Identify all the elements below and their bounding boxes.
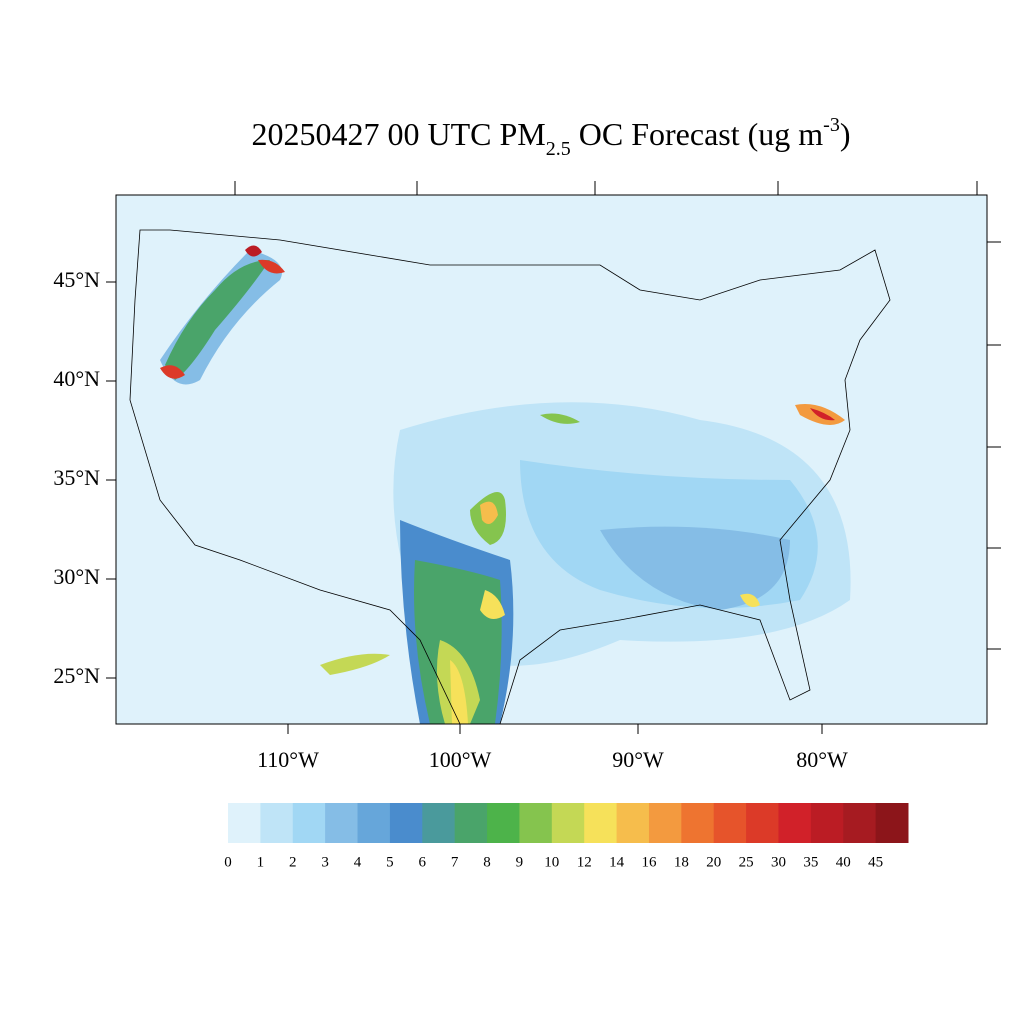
title-sup: -3 <box>823 114 840 136</box>
colorbar-label: 14 <box>609 854 625 870</box>
colorbar-box <box>681 803 715 843</box>
colorbar-label: 40 <box>836 854 851 870</box>
colorbar-label: 10 <box>544 854 559 870</box>
colorbar-label: 25 <box>739 854 754 870</box>
title-end: ) <box>840 116 851 152</box>
coastline <box>129 229 891 725</box>
colorbar-box <box>713 803 747 843</box>
colorbar-label: 35 <box>803 854 818 870</box>
colorbar-box <box>422 803 456 843</box>
title-sub: 2.5 <box>546 138 571 160</box>
lat-label: 25°N <box>53 663 100 688</box>
colorbar-box <box>875 803 909 843</box>
colorbar-label: 3 <box>321 854 329 870</box>
lat-label: 30°N <box>53 564 100 589</box>
colorbar-box <box>389 803 423 843</box>
colorbar-box <box>519 803 553 843</box>
colorbar-box <box>454 803 488 843</box>
colorbar: 0 1 2 3 4 5 6 7 8 9 10 12 14 16 18 20 25 30 35 40 45 <box>224 803 909 870</box>
colorbar-label: 18 <box>674 854 689 870</box>
lon-label: 110°W <box>257 747 319 772</box>
colorbar-box <box>325 803 359 843</box>
colorbar-label: 2 <box>289 854 297 870</box>
colorbar-box <box>843 803 877 843</box>
colorbar-label: 45 <box>868 854 883 870</box>
colorbar-box <box>292 803 326 843</box>
map-frame <box>115 194 988 725</box>
colorbar-label: 5 <box>386 854 394 870</box>
colorbar-box <box>778 803 812 843</box>
chart-title: 20250427 00 UTC PM2.5 OC Forecast (ug m-… <box>252 114 851 160</box>
colorbar-box <box>648 803 682 843</box>
lon-label: 100°W <box>429 747 492 772</box>
colorbar-label: 0 <box>224 854 232 870</box>
colorbar-box <box>551 803 585 843</box>
field <box>116 195 987 724</box>
lat-label: 45°N <box>53 267 100 292</box>
lat-label: 40°N <box>53 366 100 391</box>
title-main: 20250427 00 UTC PM <box>252 116 546 152</box>
colorbar-box <box>584 803 618 843</box>
colorbar-box <box>746 803 779 843</box>
lat-label: 35°N <box>53 465 100 490</box>
colorbar-box <box>616 803 650 843</box>
colorbar-label: 7 <box>451 854 459 870</box>
lon-label: 80°W <box>796 747 848 772</box>
colorbar-label: 9 <box>516 854 524 870</box>
lon-label: 90°W <box>612 747 664 772</box>
colorbar-label: 8 <box>483 854 491 870</box>
colorbar-label: 16 <box>641 854 657 870</box>
colorbar-box <box>357 803 391 843</box>
title-mid: OC Forecast (ug m <box>571 116 824 152</box>
colorbar-label: 4 <box>354 854 362 870</box>
colorbar-label: 30 <box>771 854 786 870</box>
colorbar-label: 1 <box>257 854 265 870</box>
colorbar-box <box>810 803 844 843</box>
colorbar-box <box>487 803 520 843</box>
colorbar-label: 6 <box>419 854 427 870</box>
colorbar-box <box>260 803 294 843</box>
colorbar-label: 12 <box>577 854 592 870</box>
colorbar-box <box>228 803 261 843</box>
colorbar-label: 20 <box>706 854 721 870</box>
